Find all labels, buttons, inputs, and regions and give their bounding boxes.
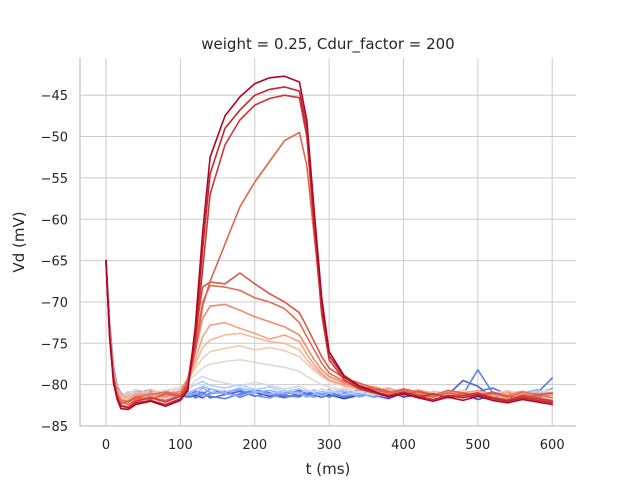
series-line-19 — [105, 86, 553, 409]
x-tick-label: 400 — [391, 438, 416, 453]
series-line-17 — [105, 131, 553, 406]
axes-spines — [79, 58, 576, 427]
y-axis-label: Vd (mV) — [10, 211, 28, 272]
x-tick-label: 300 — [317, 438, 342, 453]
y-tick-label: −60 — [41, 213, 68, 228]
y-tick-label: −80 — [41, 379, 68, 394]
x-axis-label: t (ms) — [306, 460, 351, 478]
y-tick-label: −55 — [41, 172, 68, 187]
series-line-18 — [105, 94, 553, 408]
y-tick-label: −65 — [41, 255, 68, 270]
x-tick-label: 600 — [540, 438, 565, 453]
x-tick-label: 100 — [168, 438, 193, 453]
y-tick-label: −70 — [41, 296, 68, 311]
y-tick-label: −75 — [41, 337, 68, 352]
y-tick-label: −50 — [41, 131, 68, 146]
x-tick-label: 0 — [102, 438, 110, 453]
y-tick-label: −85 — [41, 420, 68, 435]
chart-title: weight = 0.25, Cdur_factor = 200 — [201, 35, 454, 54]
y-tick-label: −45 — [41, 89, 68, 104]
series-line-20 — [105, 75, 553, 411]
grid — [80, 58, 576, 427]
plot-area — [105, 75, 553, 411]
tick-labels: 0 100 200 300 400 500 600 −85 −80 −75 −70 −65 −60 −55… — [41, 89, 565, 453]
x-tick-label: 200 — [242, 438, 267, 453]
series-line-15 — [105, 259, 553, 403]
x-tick-label: 500 — [465, 438, 490, 453]
